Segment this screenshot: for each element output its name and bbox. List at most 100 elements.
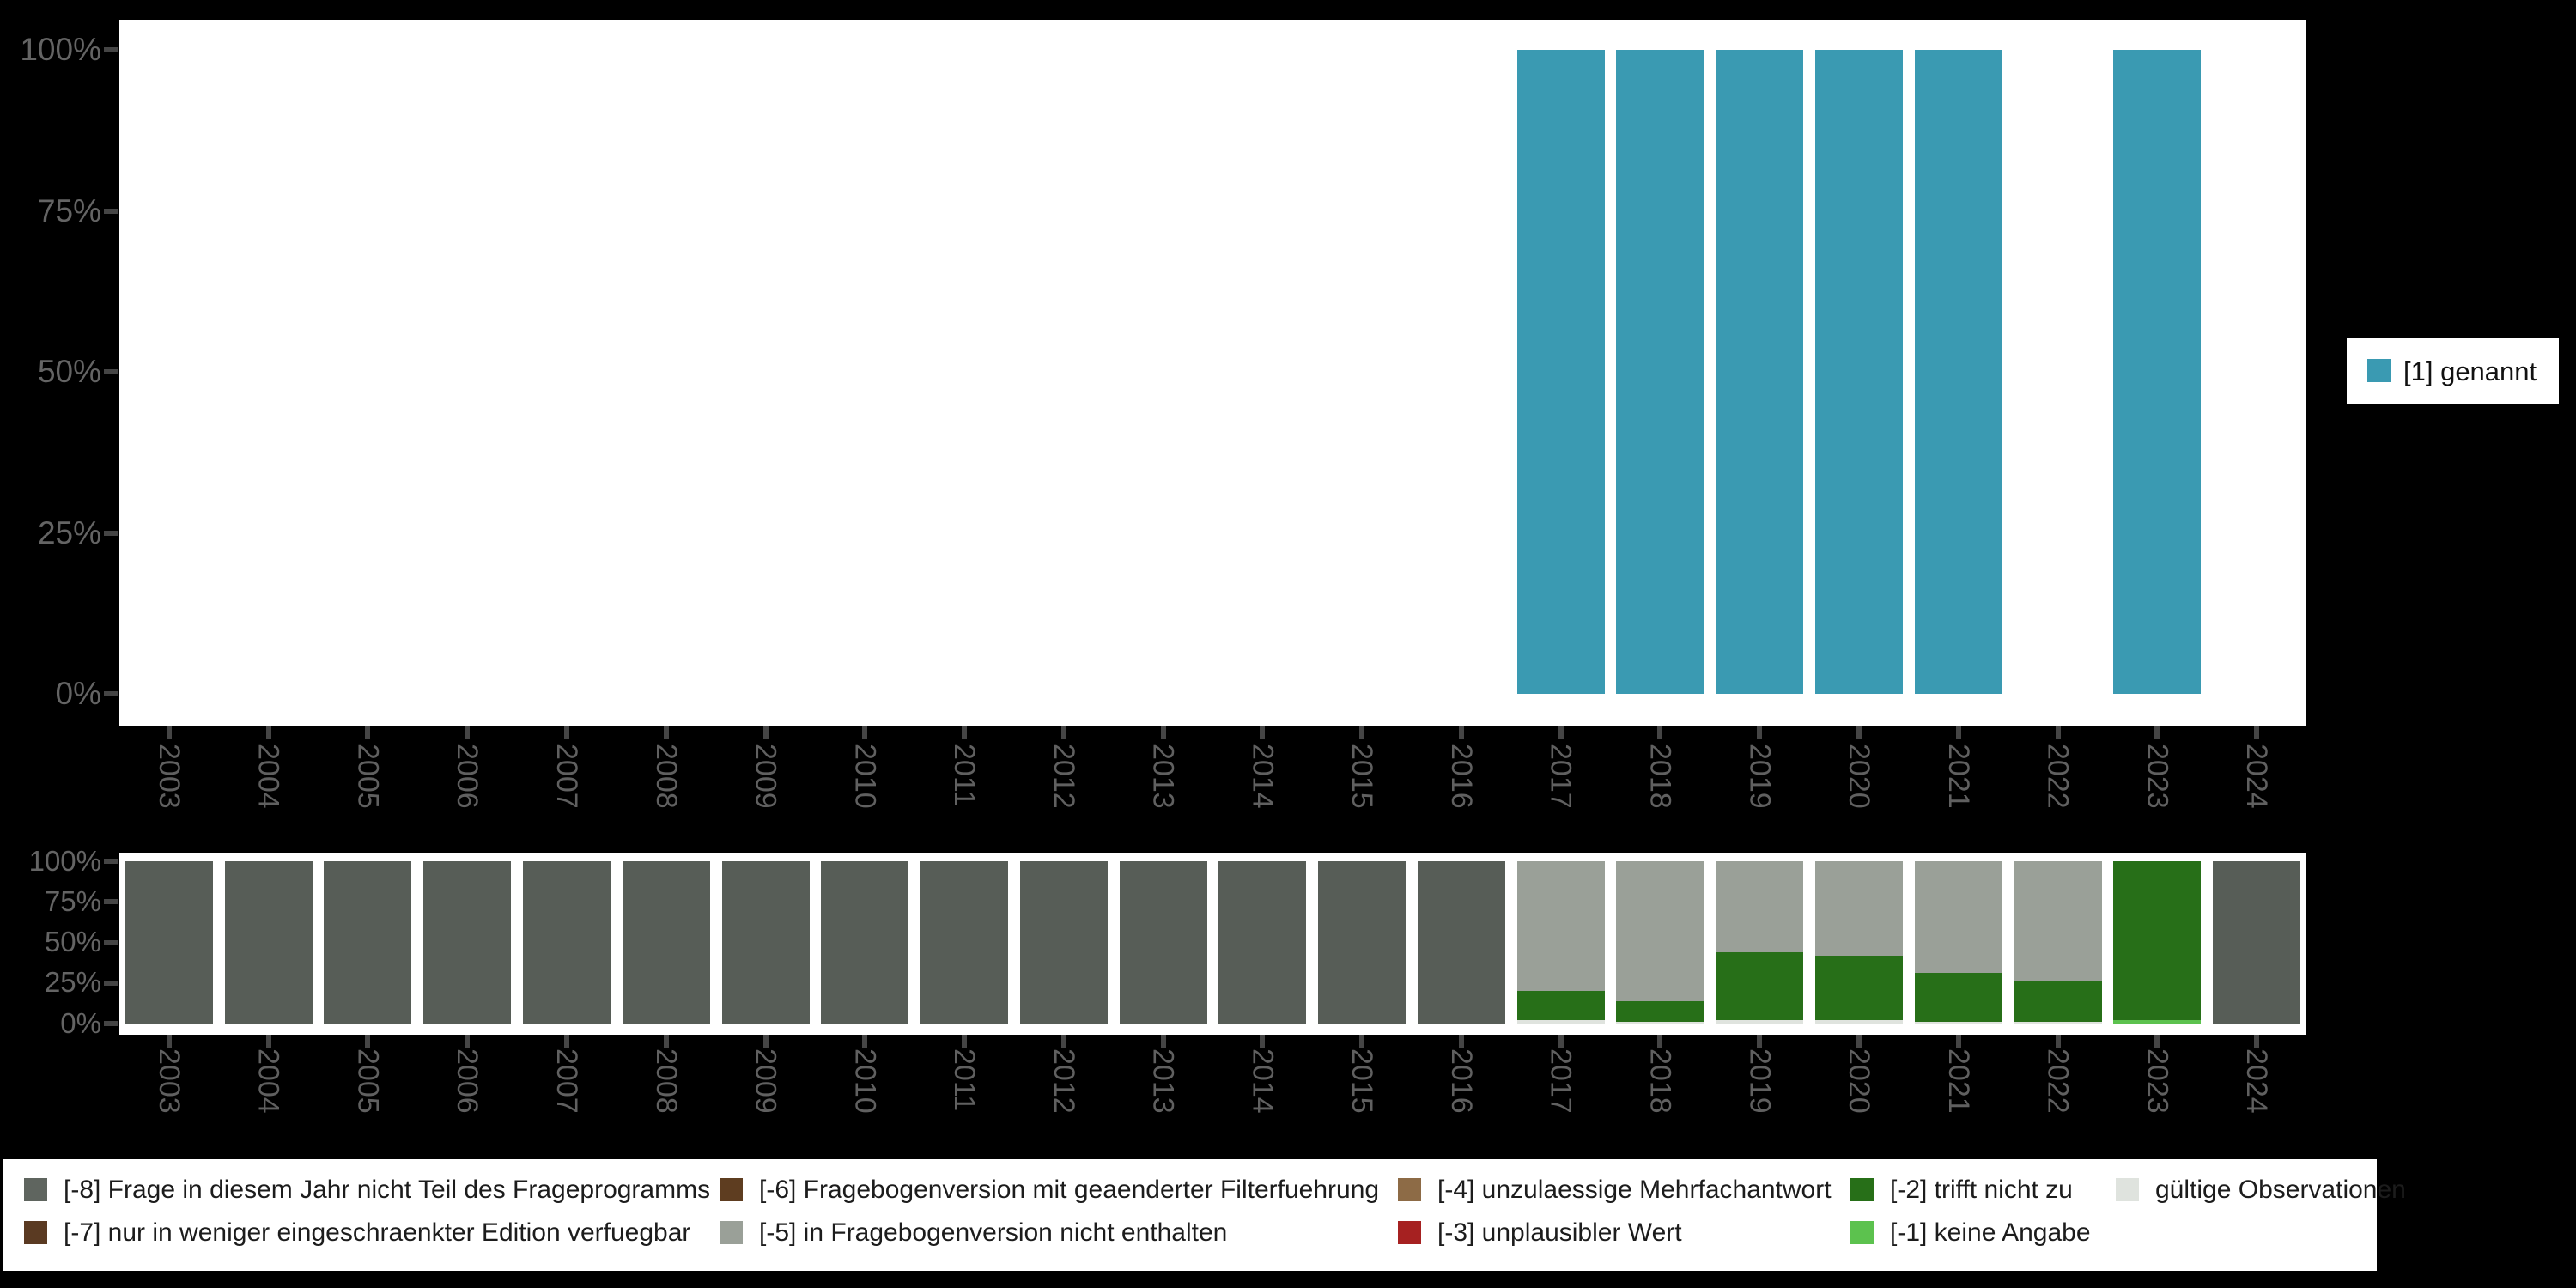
- x-axis-tick-mark: [365, 1035, 371, 1048]
- x-axis-year-label: 2007: [550, 744, 583, 809]
- x-axis-tick-mark: [465, 726, 471, 739]
- x-axis-year-label: 2005: [351, 744, 385, 809]
- x-axis-year-label: 2014: [1246, 1048, 1279, 1114]
- bar-2014-[-8]-Frage-in-diesem-Jahr-nicht-Teil-des-Frageprogramms[interactable]: [1218, 861, 1307, 1024]
- bar-2003-[-8]-Frage-in-diesem-Jahr-nicht-Teil-des-Frageprogramms[interactable]: [125, 861, 213, 1024]
- x-axis-tick-mark: [1260, 1035, 1266, 1048]
- x-axis-tick-mark: [1657, 1035, 1663, 1048]
- bar-2021-[-5]-in-Fragebogenversion-nicht-enthalten[interactable]: [1914, 861, 2002, 974]
- x-axis-tick-mark: [265, 726, 271, 739]
- x-axis-tick-mark: [762, 1035, 769, 1048]
- x-axis-tick-mark: [1060, 1035, 1066, 1048]
- bar-2020-g-ltige-Observationen[interactable]: [1815, 1020, 1904, 1024]
- bar-2021-[1]-genannt[interactable]: [1914, 50, 2002, 694]
- x-axis-year-label: 2015: [1346, 744, 1379, 809]
- bar-2023-[1]-genannt[interactable]: [2113, 50, 2202, 694]
- x-axis-tick-mark: [862, 726, 868, 739]
- x-axis-year-label: 2014: [1246, 744, 1279, 809]
- bar-2023-[-1]-keine-Angabe[interactable]: [2113, 1020, 2202, 1024]
- bar-2018-g-ltige-Observationen[interactable]: [1616, 1022, 1704, 1024]
- x-axis-year-label: 2011: [948, 1048, 981, 1112]
- y-axis-tick-label: 75%: [44, 884, 101, 917]
- x-axis-tick-mark: [1955, 1035, 1961, 1048]
- bar-2011-[-8]-Frage-in-diesem-Jahr-nicht-Teil-des-Frageprogramms[interactable]: [920, 861, 1009, 1024]
- x-axis-tick-mark: [663, 1035, 669, 1048]
- bar-2019-[-5]-in-Fragebogenversion-nicht-enthalten[interactable]: [1716, 861, 1804, 952]
- bar-2017-[-5]-in-Fragebogenversion-nicht-enthalten[interactable]: [1516, 861, 1605, 992]
- bar-2009-[-8]-Frage-in-diesem-Jahr-nicht-Teil-des-Frageprogramms[interactable]: [721, 861, 810, 1024]
- bar-2004-[-8]-Frage-in-diesem-Jahr-nicht-Teil-des-Frageprogramms[interactable]: [224, 861, 313, 1024]
- x-axis-tick-mark: [1757, 1035, 1763, 1048]
- x-axis-year-label: 2020: [1843, 744, 1876, 809]
- x-axis-tick-mark: [2154, 1035, 2160, 1048]
- bar-2023-[-2]-trifft-nicht-zu[interactable]: [2113, 861, 2202, 1021]
- bar-2015-[-8]-Frage-in-diesem-Jahr-nicht-Teil-des-Frageprogramms[interactable]: [1318, 861, 1406, 1024]
- bar-2007-[-8]-Frage-in-diesem-Jahr-nicht-Teil-des-Frageprogramms[interactable]: [522, 861, 611, 1024]
- bar-2020-[-2]-trifft-nicht-zu[interactable]: [1815, 955, 1904, 1021]
- x-axis-tick-mark: [2154, 726, 2160, 739]
- y-axis-tick-label: 0%: [60, 1006, 101, 1039]
- bar-2018-[-2]-trifft-nicht-zu[interactable]: [1616, 1000, 1704, 1023]
- bar-2012-[-8]-Frage-in-diesem-Jahr-nicht-Teil-des-Frageprogramms[interactable]: [1019, 861, 1108, 1024]
- x-axis-year-label: 2020: [1843, 1048, 1876, 1114]
- bar-2005-[-8]-Frage-in-diesem-Jahr-nicht-Teil-des-Frageprogramms[interactable]: [324, 861, 412, 1024]
- bar-2018-[-5]-in-Fragebogenversion-nicht-enthalten[interactable]: [1616, 861, 1704, 1001]
- y-axis-tick-mark: [104, 691, 118, 696]
- bar-2022-g-ltige-Observationen[interactable]: [2014, 1022, 2102, 1024]
- x-axis-tick-mark: [563, 1035, 569, 1048]
- y-axis-tick-mark: [104, 1021, 118, 1026]
- upper-chart-plot-area: [119, 20, 2306, 726]
- x-axis-tick-mark: [2254, 726, 2260, 739]
- bar-2019-g-ltige-Observationen[interactable]: [1716, 1020, 1804, 1024]
- right-legend: [1] genannt: [2347, 338, 2559, 404]
- x-axis-tick-mark: [1558, 726, 1564, 739]
- bar-2019-[-2]-trifft-nicht-zu[interactable]: [1716, 951, 1804, 1021]
- x-axis-year-label: 2006: [451, 744, 484, 809]
- x-axis-tick-mark: [166, 726, 172, 739]
- bar-2010-[-8]-Frage-in-diesem-Jahr-nicht-Teil-des-Frageprogramms[interactable]: [821, 861, 909, 1024]
- y-axis-tick-label: 25%: [37, 514, 101, 550]
- genannt-legend-swatch: [2367, 359, 2391, 382]
- y-axis-tick-mark: [104, 859, 118, 864]
- legend-item-label: [-8] Frage in diesem Jahr nicht Teil des…: [64, 1176, 711, 1204]
- bar-2020-[1]-genannt[interactable]: [1815, 50, 1904, 694]
- x-axis-tick-mark: [1260, 726, 1266, 739]
- bar-2021-[-2]-trifft-nicht-zu[interactable]: [1914, 973, 2002, 1023]
- x-axis-tick-mark: [1757, 726, 1763, 739]
- bar-2016-[-8]-Frage-in-diesem-Jahr-nicht-Teil-des-Frageprogramms[interactable]: [1417, 861, 1505, 1024]
- bar-2013-[-8]-Frage-in-diesem-Jahr-nicht-Teil-des-Frageprogramms[interactable]: [1119, 861, 1207, 1024]
- x-axis-tick-mark: [365, 726, 371, 739]
- bar-2021-g-ltige-Observationen[interactable]: [1914, 1022, 2002, 1024]
- x-axis-year-label: 2024: [2240, 1048, 2274, 1114]
- x-axis-year-label: 2021: [1941, 1048, 1975, 1114]
- x-axis-year-label: 2005: [351, 1048, 385, 1114]
- x-axis-year-label: 2003: [152, 744, 185, 809]
- x-axis-year-label: 2018: [1643, 1048, 1677, 1114]
- x-axis-year-label: 2011: [948, 744, 981, 807]
- x-axis-year-label: 2016: [1444, 1048, 1478, 1114]
- bottom-legend: [-8] Frage in diesem Jahr nicht Teil des…: [3, 1159, 2406, 1271]
- legend-item-label: [-4] unzulaessige Mehrfachantwort: [1437, 1176, 1832, 1204]
- bar-2022-[-2]-trifft-nicht-zu[interactable]: [2014, 981, 2102, 1023]
- bar-2006-[-8]-Frage-in-diesem-Jahr-nicht-Teil-des-Frageprogramms[interactable]: [423, 861, 512, 1024]
- bar-2022-[-5]-in-Fragebogenversion-nicht-enthalten[interactable]: [2014, 861, 2102, 981]
- bar-2018-[1]-genannt[interactable]: [1616, 50, 1704, 694]
- bar-2017-[-2]-trifft-nicht-zu[interactable]: [1516, 991, 1605, 1021]
- x-axis-year-label: 2021: [1941, 744, 1975, 809]
- x-axis-year-label: 2009: [749, 744, 782, 809]
- legend-swatch: [1850, 1221, 1874, 1244]
- x-axis-year-label: 2013: [1146, 744, 1180, 809]
- x-axis-year-label: 2023: [2141, 744, 2174, 809]
- y-axis-tick-mark: [104, 530, 118, 536]
- x-axis-tick-mark: [2055, 1035, 2061, 1048]
- bar-2017-[1]-genannt[interactable]: [1516, 50, 1605, 694]
- bar-2017-g-ltige-Observationen[interactable]: [1516, 1020, 1605, 1024]
- x-axis-tick-mark: [1160, 726, 1166, 739]
- bar-2019-[1]-genannt[interactable]: [1716, 50, 1804, 694]
- y-axis-tick-mark: [104, 939, 118, 945]
- bar-2024-[-8]-Frage-in-diesem-Jahr-nicht-Teil-des-Frageprogramms[interactable]: [2213, 861, 2301, 1024]
- x-axis-year-label: 2010: [848, 744, 882, 809]
- bar-2008-[-8]-Frage-in-diesem-Jahr-nicht-Teil-des-Frageprogramms[interactable]: [622, 861, 710, 1024]
- legend-swatch: [2116, 1178, 2139, 1201]
- bar-2020-[-5]-in-Fragebogenversion-nicht-enthalten[interactable]: [1815, 861, 1904, 956]
